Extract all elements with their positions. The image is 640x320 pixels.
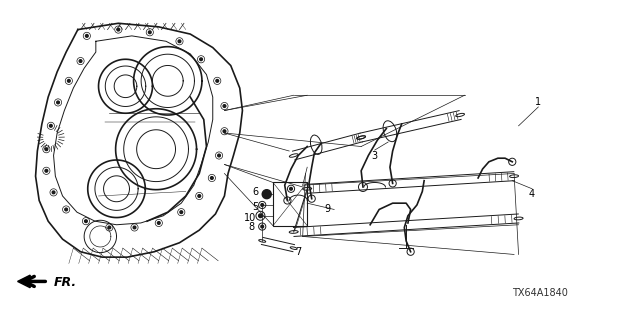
Circle shape bbox=[198, 195, 200, 197]
Circle shape bbox=[218, 154, 220, 157]
Circle shape bbox=[133, 226, 136, 229]
Circle shape bbox=[84, 220, 87, 222]
Bar bbox=[273, 182, 307, 226]
Text: 9: 9 bbox=[324, 204, 330, 214]
Text: FR.: FR. bbox=[54, 276, 77, 289]
Circle shape bbox=[65, 208, 67, 211]
Text: 1: 1 bbox=[535, 97, 541, 107]
Circle shape bbox=[259, 214, 262, 218]
Text: 10: 10 bbox=[243, 212, 256, 223]
Circle shape bbox=[45, 170, 48, 172]
Text: 8: 8 bbox=[248, 222, 255, 232]
Text: 4: 4 bbox=[529, 189, 535, 199]
Circle shape bbox=[52, 191, 55, 194]
Circle shape bbox=[223, 130, 226, 132]
Circle shape bbox=[67, 79, 70, 82]
Circle shape bbox=[86, 35, 88, 37]
Circle shape bbox=[262, 190, 271, 199]
Circle shape bbox=[200, 58, 202, 60]
Circle shape bbox=[223, 105, 226, 108]
Circle shape bbox=[157, 222, 160, 224]
Circle shape bbox=[290, 188, 292, 190]
Circle shape bbox=[261, 204, 264, 206]
Circle shape bbox=[178, 40, 181, 43]
Circle shape bbox=[57, 101, 60, 104]
Text: 5: 5 bbox=[252, 202, 258, 212]
Circle shape bbox=[180, 211, 182, 213]
Circle shape bbox=[211, 177, 213, 179]
Text: TX64A1840: TX64A1840 bbox=[512, 288, 568, 298]
Circle shape bbox=[49, 124, 52, 127]
Polygon shape bbox=[17, 275, 30, 288]
Circle shape bbox=[79, 60, 82, 62]
Circle shape bbox=[117, 28, 120, 31]
Text: 6: 6 bbox=[252, 188, 258, 197]
Text: 7: 7 bbox=[295, 247, 301, 257]
Circle shape bbox=[261, 225, 264, 228]
Circle shape bbox=[45, 148, 48, 150]
Circle shape bbox=[216, 79, 219, 82]
Circle shape bbox=[148, 31, 151, 34]
Text: 3: 3 bbox=[372, 150, 378, 161]
Circle shape bbox=[108, 226, 111, 229]
